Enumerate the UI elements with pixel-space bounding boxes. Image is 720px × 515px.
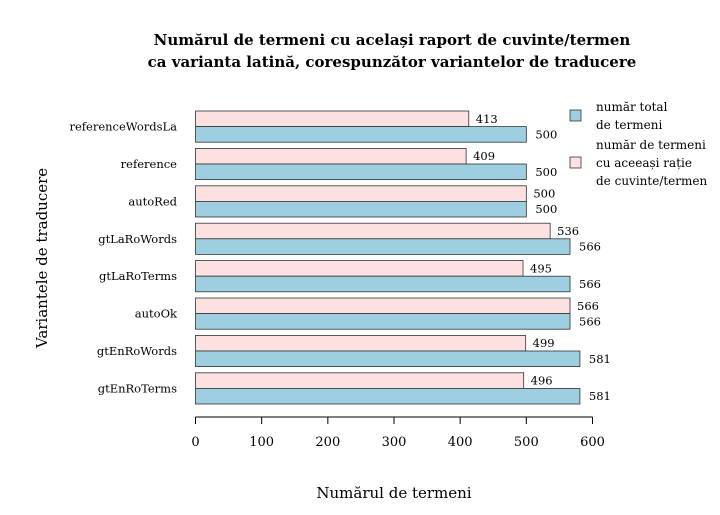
data-label-same-ratio-autoRed: 500: [533, 187, 555, 201]
legend-text-same-ratio-0: număr de termeni: [596, 138, 706, 152]
x-tick-label-0: 0: [191, 435, 199, 450]
data-label-same-ratio-reference: 409: [473, 149, 495, 163]
legend-text-same-ratio-2: de cuvinte/termen: [596, 174, 708, 188]
data-label-total-autoRed: 500: [535, 202, 557, 216]
data-label-same-ratio-gtEnRoTerms: 496: [531, 374, 553, 388]
category-label-gtEnRoTerms: gtEnRoTerms: [98, 381, 177, 395]
x-axis-label: Numărul de termeni: [316, 484, 471, 502]
category-label-gtLaRoTerms: gtLaRoTerms: [99, 269, 177, 283]
x-tick-label-100: 100: [249, 435, 274, 450]
bar-same-ratio-autoRed: [195, 185, 527, 202]
bar-same-ratio-autoOk: [195, 297, 571, 315]
data-label-same-ratio-autoOk: 566: [577, 299, 599, 313]
bar-same-ratio-referenceWordsLa: [195, 110, 470, 128]
legend-text-total-0: număr total: [596, 100, 668, 114]
category-label-autoOk: autoOk: [135, 307, 178, 321]
bar-same-ratio-gtEnRoWords: [195, 334, 527, 352]
category-labels: referenceWordsLa reference autoRed gtLaRoWo…: [69, 120, 178, 396]
legend-swatch-same-ratio: [569, 156, 582, 169]
legend-swatch-total: [569, 109, 582, 122]
category-label-gtEnRoWords: gtEnRoWords: [97, 344, 177, 358]
chart-title-line-1: Numărul de termeni cu același raport de …: [154, 31, 631, 49]
data-label-total-autoOk: 566: [579, 314, 601, 328]
bar-same-ratio-gtLaRoTerms: [195, 260, 524, 277]
legend: număr total de termeni număr de termeni cu …: [569, 100, 708, 188]
bar-same-ratio-gtLaRoWords: [195, 222, 551, 240]
category-label-referenceWordsLa: referenceWordsLa: [69, 120, 177, 134]
x-tick-label-600: 600: [580, 435, 605, 450]
legend-text-total-1: de termeni: [596, 118, 662, 132]
category-label-gtLaRoWords: gtLaRoWords: [98, 232, 177, 246]
bar-same-ratio-gtEnRoTerms: [195, 372, 525, 389]
x-tick-label-300: 300: [382, 435, 407, 450]
data-label-same-ratio-gtEnRoWords: 499: [533, 336, 555, 350]
category-label-reference: reference: [121, 157, 178, 171]
data-label-total-gtLaRoTerms: 566: [579, 277, 601, 291]
bars-group: 4135004095005005005365664955665665664995…: [195, 110, 611, 405]
bar-total-reference: [195, 163, 527, 181]
data-label-total-gtLaRoWords: 566: [579, 240, 601, 254]
bar-total-referenceWordsLa: [195, 126, 527, 143]
data-label-same-ratio-gtLaRoTerms: 495: [530, 261, 552, 275]
bar-total-autoRed: [195, 200, 527, 218]
data-label-total-referenceWordsLa: 500: [535, 127, 557, 141]
data-label-total-reference: 500: [535, 165, 557, 179]
chart-title-line-2: ca varianta latină, corespunzător varian…: [148, 53, 637, 71]
x-tick-label-400: 400: [448, 435, 473, 450]
data-label-same-ratio-referenceWordsLa: 413: [476, 112, 498, 126]
x-tick-label-500: 500: [514, 435, 539, 450]
x-axis: 0 100 200 300 400 500 600: [191, 416, 605, 450]
data-label-total-gtEnRoWords: 581: [589, 352, 611, 366]
category-label-autoRed: autoRed: [128, 194, 177, 208]
x-tick-label-200: 200: [315, 435, 340, 450]
bar-total-gtLaRoWords: [195, 238, 571, 255]
y-axis-label: Variantele de traducere: [33, 168, 51, 349]
bar-total-autoOk: [195, 313, 571, 330]
data-label-same-ratio-gtLaRoWords: 536: [557, 224, 579, 238]
data-label-total-gtEnRoTerms: 581: [589, 389, 611, 403]
bar-same-ratio-reference: [195, 147, 467, 165]
bar-total-gtEnRoWords: [195, 350, 581, 368]
bar-total-gtLaRoTerms: [195, 275, 571, 293]
bar-total-gtEnRoTerms: [195, 387, 581, 405]
legend-text-same-ratio-1: cu aceeași rație: [596, 156, 692, 170]
